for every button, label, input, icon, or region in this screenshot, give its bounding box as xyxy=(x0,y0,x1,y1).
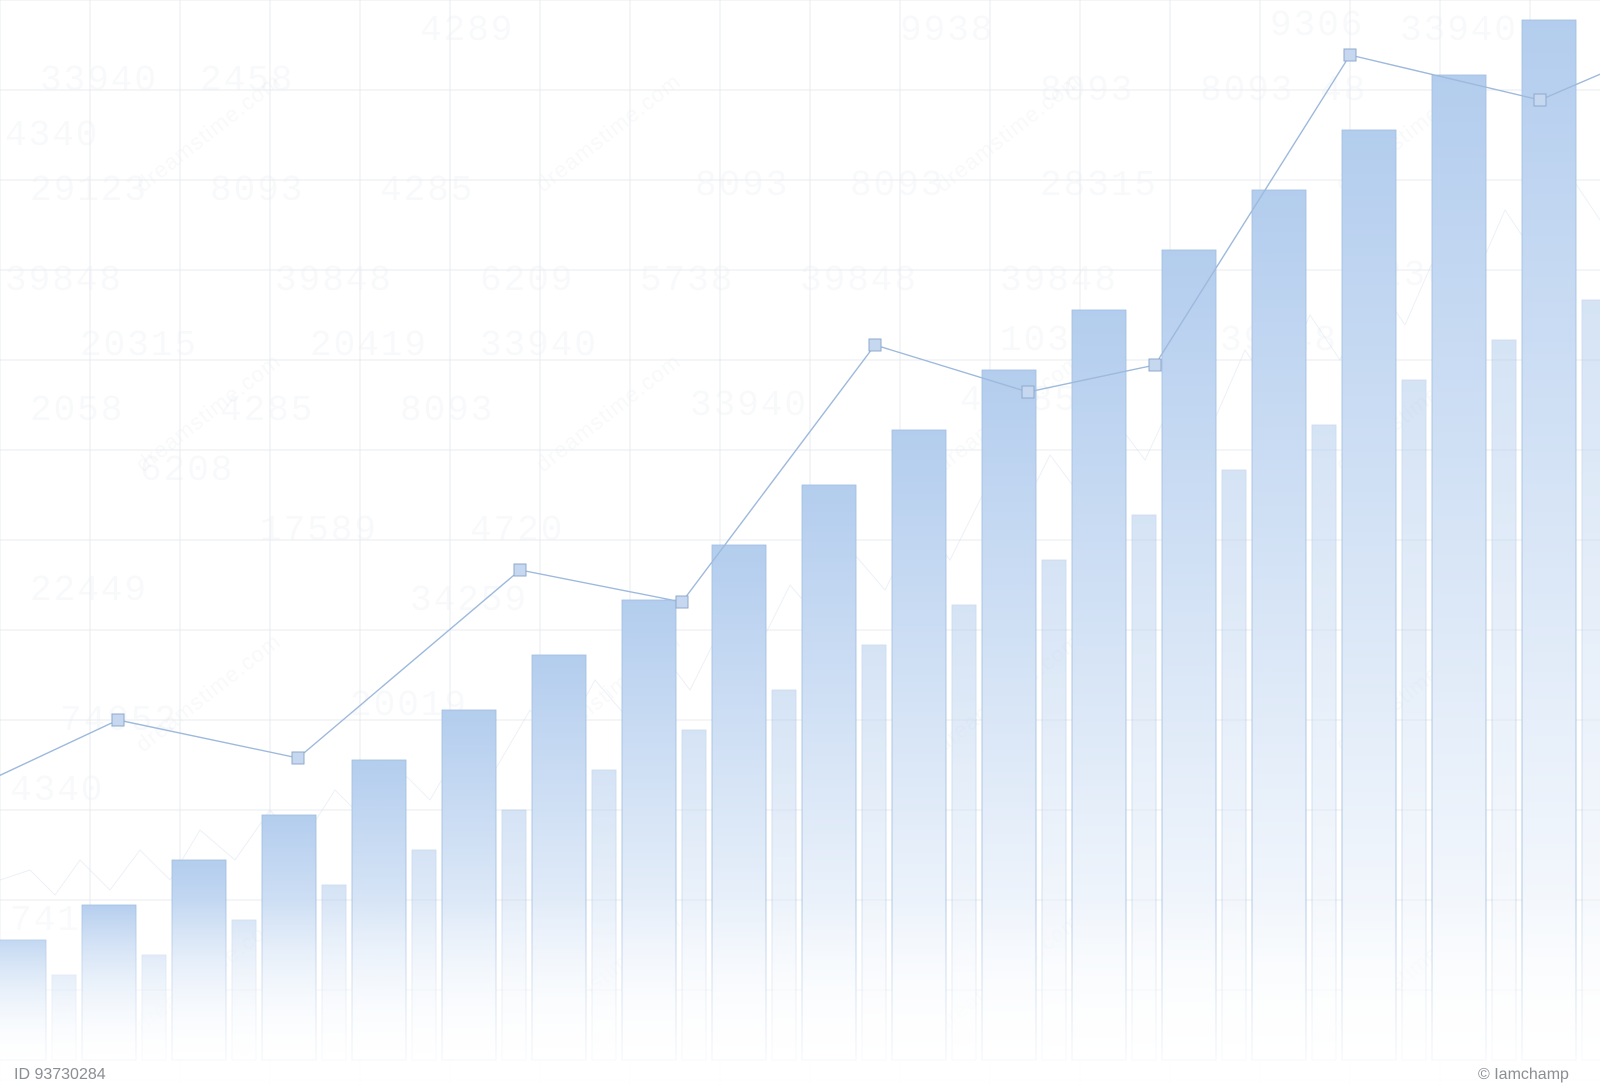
trend-line-marker xyxy=(1022,386,1034,398)
trend-line-marker xyxy=(514,564,526,576)
author-credit-label: © Iamchamp xyxy=(1478,1066,1569,1084)
trend-line-marker xyxy=(676,596,688,608)
trend-line-marker xyxy=(112,714,124,726)
trend-line-marker xyxy=(1534,94,1546,106)
chart-canvas xyxy=(0,0,1600,1090)
financial-bar-chart: 3394042899938930624583394043408093488093… xyxy=(0,0,1600,1090)
bottom-fade xyxy=(0,900,1600,1090)
image-id-label: ID 93730284 xyxy=(14,1066,106,1084)
trend-line-marker xyxy=(292,752,304,764)
trend-line-marker xyxy=(869,339,881,351)
trend-line-marker xyxy=(1149,359,1161,371)
trend-line-marker xyxy=(1344,49,1356,61)
